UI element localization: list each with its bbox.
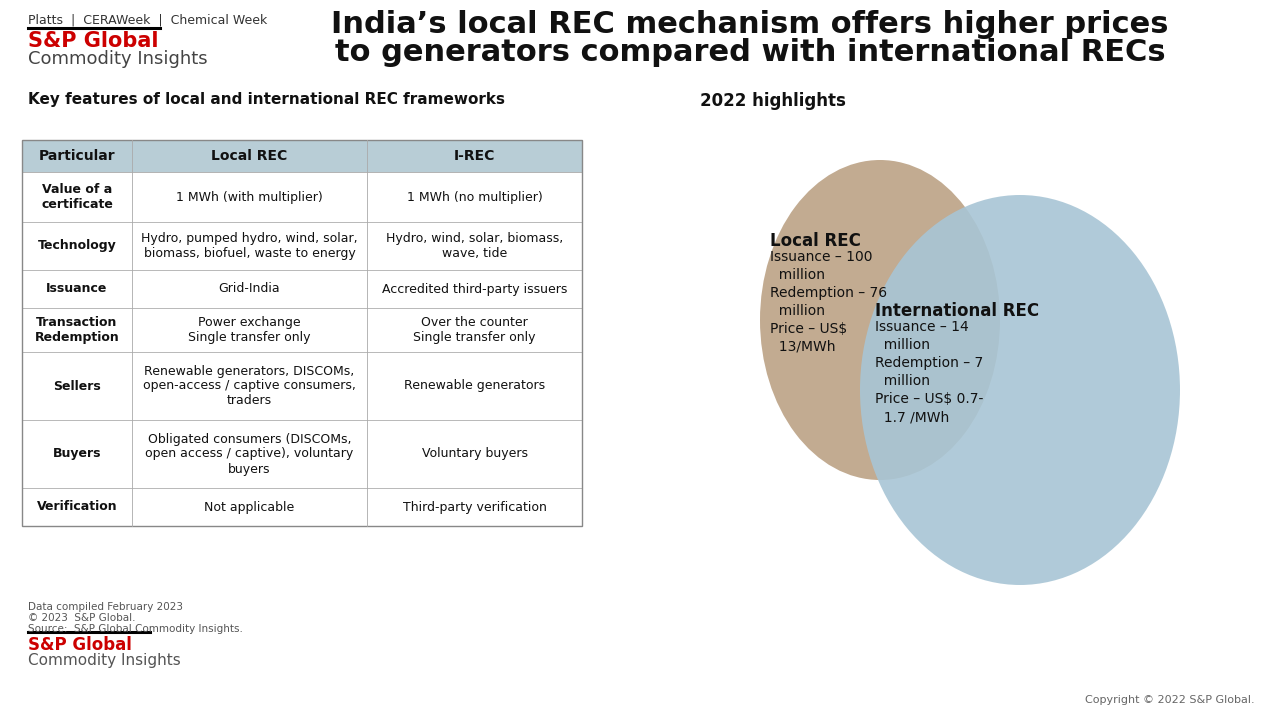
- FancyBboxPatch shape: [22, 222, 582, 270]
- Text: Buyers: Buyers: [52, 448, 101, 461]
- Text: 2022 highlights: 2022 highlights: [700, 92, 846, 110]
- Text: Issuance – 14: Issuance – 14: [876, 320, 969, 334]
- Text: 1 MWh (with multiplier): 1 MWh (with multiplier): [177, 191, 323, 204]
- Text: 1.7 /MWh: 1.7 /MWh: [876, 410, 950, 424]
- FancyBboxPatch shape: [22, 172, 582, 222]
- FancyBboxPatch shape: [22, 140, 582, 172]
- Text: Price – US$ 0.7-: Price – US$ 0.7-: [876, 392, 983, 406]
- FancyBboxPatch shape: [22, 270, 582, 308]
- Text: Verification: Verification: [37, 500, 118, 513]
- Text: Not applicable: Not applicable: [205, 500, 294, 513]
- Text: Local REC: Local REC: [211, 149, 288, 163]
- FancyBboxPatch shape: [22, 488, 582, 526]
- Text: Local REC: Local REC: [771, 232, 861, 250]
- Text: Sellers: Sellers: [54, 379, 101, 392]
- Text: Accredited third-party issuers: Accredited third-party issuers: [381, 282, 567, 295]
- Text: Grid-India: Grid-India: [219, 282, 280, 295]
- Text: Third-party verification: Third-party verification: [403, 500, 547, 513]
- Text: Power exchange
Single transfer only: Power exchange Single transfer only: [188, 316, 311, 344]
- Text: million: million: [876, 338, 931, 352]
- Text: Technology: Technology: [37, 240, 116, 253]
- Text: Issuance – 100: Issuance – 100: [771, 250, 873, 264]
- Text: million: million: [771, 304, 826, 318]
- Text: Platts  |  CERAWeek  |  Chemical Week: Platts | CERAWeek | Chemical Week: [28, 13, 268, 26]
- Text: 1 MWh (no multiplier): 1 MWh (no multiplier): [407, 191, 543, 204]
- Text: Voluntary buyers: Voluntary buyers: [421, 448, 527, 461]
- Text: Commodity Insights: Commodity Insights: [28, 50, 207, 68]
- Ellipse shape: [860, 195, 1180, 585]
- Text: Value of a
certificate: Value of a certificate: [41, 183, 113, 211]
- Text: © 2023  S&P Global.: © 2023 S&P Global.: [28, 613, 136, 623]
- Text: Price – US$: Price – US$: [771, 322, 847, 336]
- Text: Hydro, wind, solar, biomass,
wave, tide: Hydro, wind, solar, biomass, wave, tide: [385, 232, 563, 260]
- Text: Over the counter
Single transfer only: Over the counter Single transfer only: [413, 316, 536, 344]
- Text: million: million: [771, 268, 826, 282]
- Text: India’s local REC mechanism offers higher prices: India’s local REC mechanism offers highe…: [332, 10, 1169, 39]
- Text: Particular: Particular: [38, 149, 115, 163]
- Text: S&P Global: S&P Global: [28, 636, 132, 654]
- Text: I-REC: I-REC: [454, 149, 495, 163]
- Text: to generators compared with international RECs: to generators compared with internationa…: [334, 38, 1165, 67]
- Text: S&P Global: S&P Global: [28, 31, 159, 51]
- FancyBboxPatch shape: [22, 352, 582, 420]
- Text: million: million: [876, 374, 931, 388]
- Text: Data compiled February 2023: Data compiled February 2023: [28, 602, 183, 612]
- Text: Hydro, pumped hydro, wind, solar,
biomass, biofuel, waste to energy: Hydro, pumped hydro, wind, solar, biomas…: [141, 232, 358, 260]
- Text: Key features of local and international REC frameworks: Key features of local and international …: [28, 92, 506, 107]
- Text: Issuance: Issuance: [46, 282, 108, 295]
- Text: 13/MWh: 13/MWh: [771, 340, 836, 354]
- FancyBboxPatch shape: [22, 420, 582, 488]
- Text: Source:  S&P Global Commodity Insights.: Source: S&P Global Commodity Insights.: [28, 624, 243, 634]
- Text: Commodity Insights: Commodity Insights: [28, 653, 180, 668]
- FancyBboxPatch shape: [22, 308, 582, 352]
- Text: Copyright © 2022 S&P Global.: Copyright © 2022 S&P Global.: [1085, 695, 1254, 705]
- Text: International REC: International REC: [876, 302, 1039, 320]
- Ellipse shape: [760, 160, 1000, 480]
- Text: Transaction
Redemption: Transaction Redemption: [35, 316, 119, 344]
- Text: Redemption – 7: Redemption – 7: [876, 356, 983, 370]
- Text: Renewable generators, DISCOMs,
open-access / captive consumers,
traders: Renewable generators, DISCOMs, open-acce…: [143, 364, 356, 408]
- Text: Redemption – 76: Redemption – 76: [771, 286, 887, 300]
- Text: Obligated consumers (DISCOMs,
open access / captive), voluntary
buyers: Obligated consumers (DISCOMs, open acces…: [146, 433, 353, 475]
- Text: Renewable generators: Renewable generators: [404, 379, 545, 392]
